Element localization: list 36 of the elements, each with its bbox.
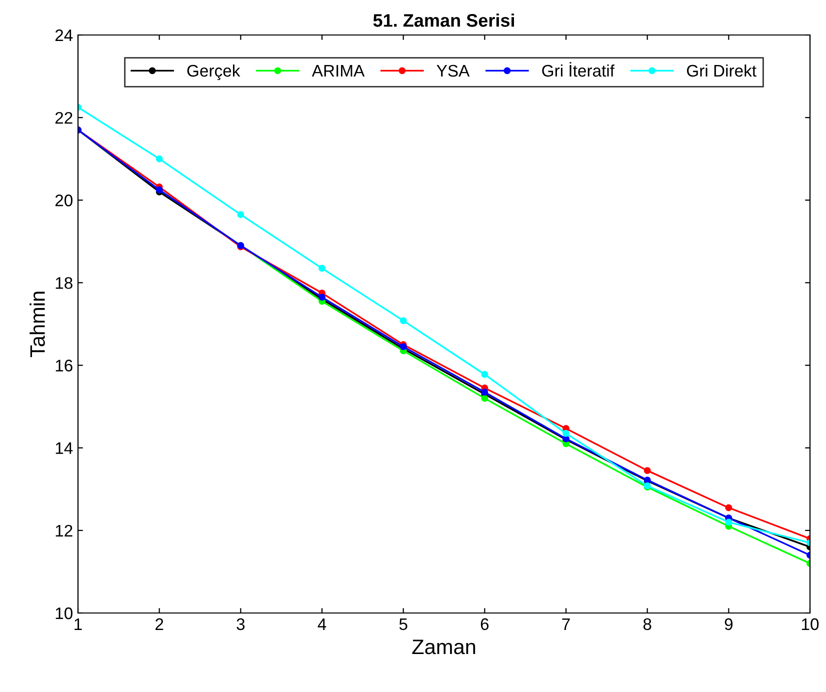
x-tick-label: 1 (74, 618, 82, 630)
y-tick-label: 22 (55, 112, 72, 124)
legend-label: Gerçek (187, 64, 240, 80)
legend-label: ARIMA (312, 65, 365, 77)
x-tick-label: 9 (724, 618, 733, 630)
y-axis-title: Tahmin (30, 292, 45, 358)
point (318, 264, 326, 272)
point (237, 211, 244, 218)
x-tick-label: 8 (643, 618, 652, 630)
point (644, 467, 651, 474)
legend-label: Gri Direkt (686, 64, 756, 77)
legend-label: Gri İteratif (542, 62, 615, 77)
point (156, 155, 163, 162)
x-axis-title: Zaman (412, 640, 476, 654)
point (481, 394, 488, 402)
x-tick-label: 6 (480, 618, 489, 630)
y-tick-label: 12 (56, 524, 72, 536)
y-tick-label: 10 (56, 607, 72, 620)
y-tick-label: 20 (55, 194, 72, 206)
chart-title: 51. Zaman Serisi (373, 14, 514, 27)
y-tick-label: 16 (56, 360, 72, 372)
x-tick-label: 5 (399, 618, 408, 630)
point (725, 518, 732, 526)
x-tick-label: 7 (562, 618, 570, 630)
point (481, 370, 488, 378)
point (562, 430, 570, 437)
point (725, 504, 732, 512)
x-tick-label: 2 (156, 618, 164, 630)
y-tick-label: 14 (56, 442, 73, 454)
point (400, 317, 407, 324)
x-tick-label: 10 (802, 618, 819, 630)
x-tick-label: 3 (236, 618, 245, 630)
legend-label: YSA (436, 64, 470, 77)
x-tick-label: 4 (318, 618, 326, 630)
y-tick-label: 24 (55, 29, 73, 42)
y-tick-label: 18 (56, 277, 72, 289)
